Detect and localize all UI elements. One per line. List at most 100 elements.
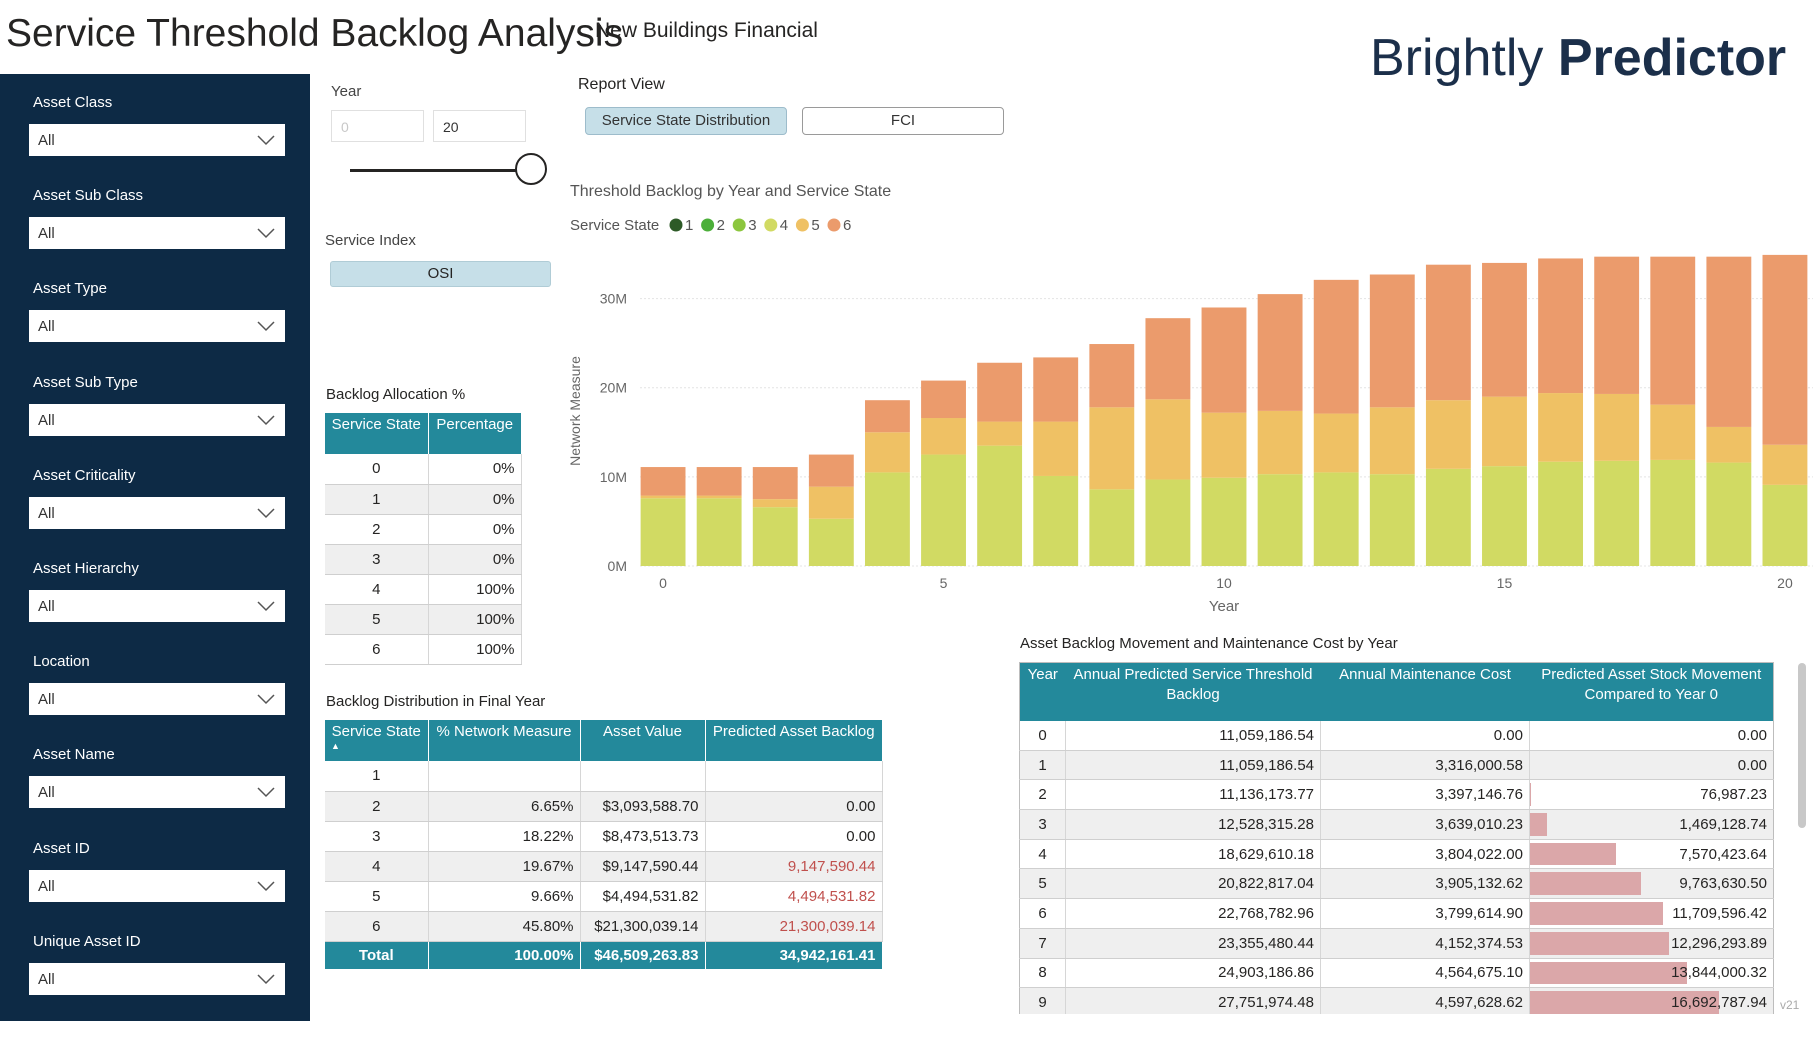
table-row: 9 27,751,974.48 4,597,628.62 16,692,787.94 <box>1019 987 1774 1014</box>
table-cell: 3,799,614.90 <box>1320 898 1530 929</box>
data-bar <box>1530 813 1547 836</box>
table-row: 1 0% <box>325 484 522 515</box>
table-cell: 9.66% <box>428 881 581 912</box>
bar-segment <box>1425 400 1471 469</box>
table-cell: 18,629,610.18 <box>1065 839 1321 870</box>
filter-dropdown[interactable]: All <box>29 869 285 902</box>
page-subtitle: New Buildings Financial <box>595 19 818 42</box>
table-cell: 4,494,531.82 <box>705 881 883 912</box>
data-bar <box>1530 902 1663 925</box>
table-cell: 0.00 <box>705 821 883 852</box>
table-cell: 76,987.23 <box>1529 779 1774 811</box>
table-cell: 11,709,596.42 <box>1529 898 1774 929</box>
table-row: 2 0% <box>325 514 522 545</box>
header-row: Service State Percentage <box>325 413 521 454</box>
data-bar <box>1530 991 1720 1014</box>
cell-text: 7,570,423.64 <box>1679 845 1767 863</box>
table-cell: 2 <box>1019 779 1066 811</box>
brand-product: Predictor <box>1557 29 1787 87</box>
filter-dropdown[interactable]: All <box>29 962 285 995</box>
filter-dropdown[interactable]: All <box>29 683 285 716</box>
table-row: 5 100% <box>325 604 522 635</box>
bar-segment <box>1369 274 1415 408</box>
bar-segment <box>1313 413 1359 473</box>
year-from[interactable]: 0 <box>331 110 424 142</box>
service-index-button[interactable]: OSI <box>330 261 551 287</box>
table-cell: 3,804,022.00 <box>1320 839 1530 870</box>
x-tick-label: 10 <box>1216 575 1232 591</box>
table-cell: 19.67% <box>428 851 581 882</box>
table-row: 4 19.67% $9,147,590.44 9,147,590.44 <box>325 851 883 882</box>
bar-segment <box>1145 318 1191 400</box>
filter-dropdown[interactable]: All <box>29 776 285 809</box>
chevron-path <box>257 601 275 612</box>
cell-text: 9,763,630.50 <box>1679 875 1767 893</box>
table-cell: 6 <box>1019 898 1066 929</box>
chevron <box>257 415 275 425</box>
filter-dropdown[interactable]: All <box>29 310 285 343</box>
table-cell: 45.80% <box>428 911 581 942</box>
bar-segment <box>1369 407 1415 475</box>
table-cell: 3 <box>1019 809 1066 840</box>
bar-segment <box>640 467 686 496</box>
version: v21 <box>1780 998 1800 1012</box>
table-row: 3 18.22% $8,473,513.73 0.00 <box>325 821 883 852</box>
bar-segment <box>1257 474 1303 566</box>
button-text: OSI <box>427 265 454 282</box>
filter-dropdown[interactable]: All <box>29 124 285 156</box>
filter-dropdown[interactable]: All <box>29 496 285 529</box>
header-text: Predicted Asset Stock Movement Compared … <box>1541 666 1762 703</box>
header-text: Predicted Asset Backlog <box>712 723 875 740</box>
cell-text: 16,692,787.94 <box>1671 994 1767 1012</box>
chevron <box>257 601 275 612</box>
bar-segment <box>640 498 686 566</box>
bar-segment <box>1706 256 1752 427</box>
data-bar <box>1530 872 1641 896</box>
report-view-button[interactable]: Service State Distribution <box>585 107 787 135</box>
bar-segment <box>1145 399 1191 480</box>
filter-dropdown[interactable]: All <box>29 403 285 436</box>
bar-segment <box>1089 407 1135 490</box>
table-cell: 3 <box>325 544 429 575</box>
table-cell: 0.00 <box>1320 720 1530 751</box>
table-cell: 7 <box>1019 928 1066 959</box>
data-bar <box>1530 842 1616 866</box>
filter-value: All <box>38 504 55 522</box>
table-cell: $21,300,039.14 <box>580 911 706 942</box>
table-cell: 1,469,128.74 <box>1529 809 1774 840</box>
filter-dropdown[interactable]: All <box>29 590 285 622</box>
chevron <box>257 135 275 146</box>
table-row: 1 11,059,186.54 3,316,000.58 0.00 <box>1019 750 1774 781</box>
year-to[interactable]: 20 <box>433 110 526 142</box>
bar-segment <box>1425 264 1471 401</box>
bar-segment <box>1482 396 1527 467</box>
table-row: 6 45.80% $21,300,039.14 21,300,039.14 <box>325 911 883 942</box>
legend-label: 6 <box>843 217 851 234</box>
slider-handle[interactable] <box>515 153 547 185</box>
bar-segment <box>1145 479 1191 566</box>
table-row: 3 0% <box>325 544 522 575</box>
table-cell: 0.00 <box>1529 750 1774 781</box>
bar-segment <box>752 499 798 508</box>
filter-value: All <box>38 598 55 615</box>
bar-segment <box>752 467 798 500</box>
report-view-button[interactable]: FCI <box>802 107 1004 135</box>
bar-segment <box>1201 412 1247 478</box>
bar-segment <box>977 445 1023 566</box>
legend-label: 4 <box>780 217 788 234</box>
cell-text: 13,844,000.32 <box>1671 964 1767 982</box>
table-cell: $4,494,531.82 <box>580 881 706 912</box>
table-cell: 1 <box>1019 750 1066 781</box>
bar-segment <box>1762 254 1808 445</box>
total-cell: 34,942,161.41 <box>705 941 883 969</box>
table-cell <box>428 761 581 792</box>
y-tick-label: 20M <box>600 380 627 396</box>
table-row: 5 20,822,817.04 3,905,132.62 9,763,630.50 <box>1019 868 1774 900</box>
cell-text: 1,469,128.74 <box>1679 815 1767 833</box>
table-row: 4 18,629,610.18 3,804,022.00 7,570,423.64 <box>1019 839 1774 870</box>
bar-segment <box>864 400 910 433</box>
bar-segment <box>808 454 854 487</box>
chart-title: Threshold Backlog by Year and Service St… <box>570 183 891 200</box>
table-cell: 0 <box>1019 720 1066 751</box>
filter-dropdown[interactable]: All <box>29 217 285 250</box>
